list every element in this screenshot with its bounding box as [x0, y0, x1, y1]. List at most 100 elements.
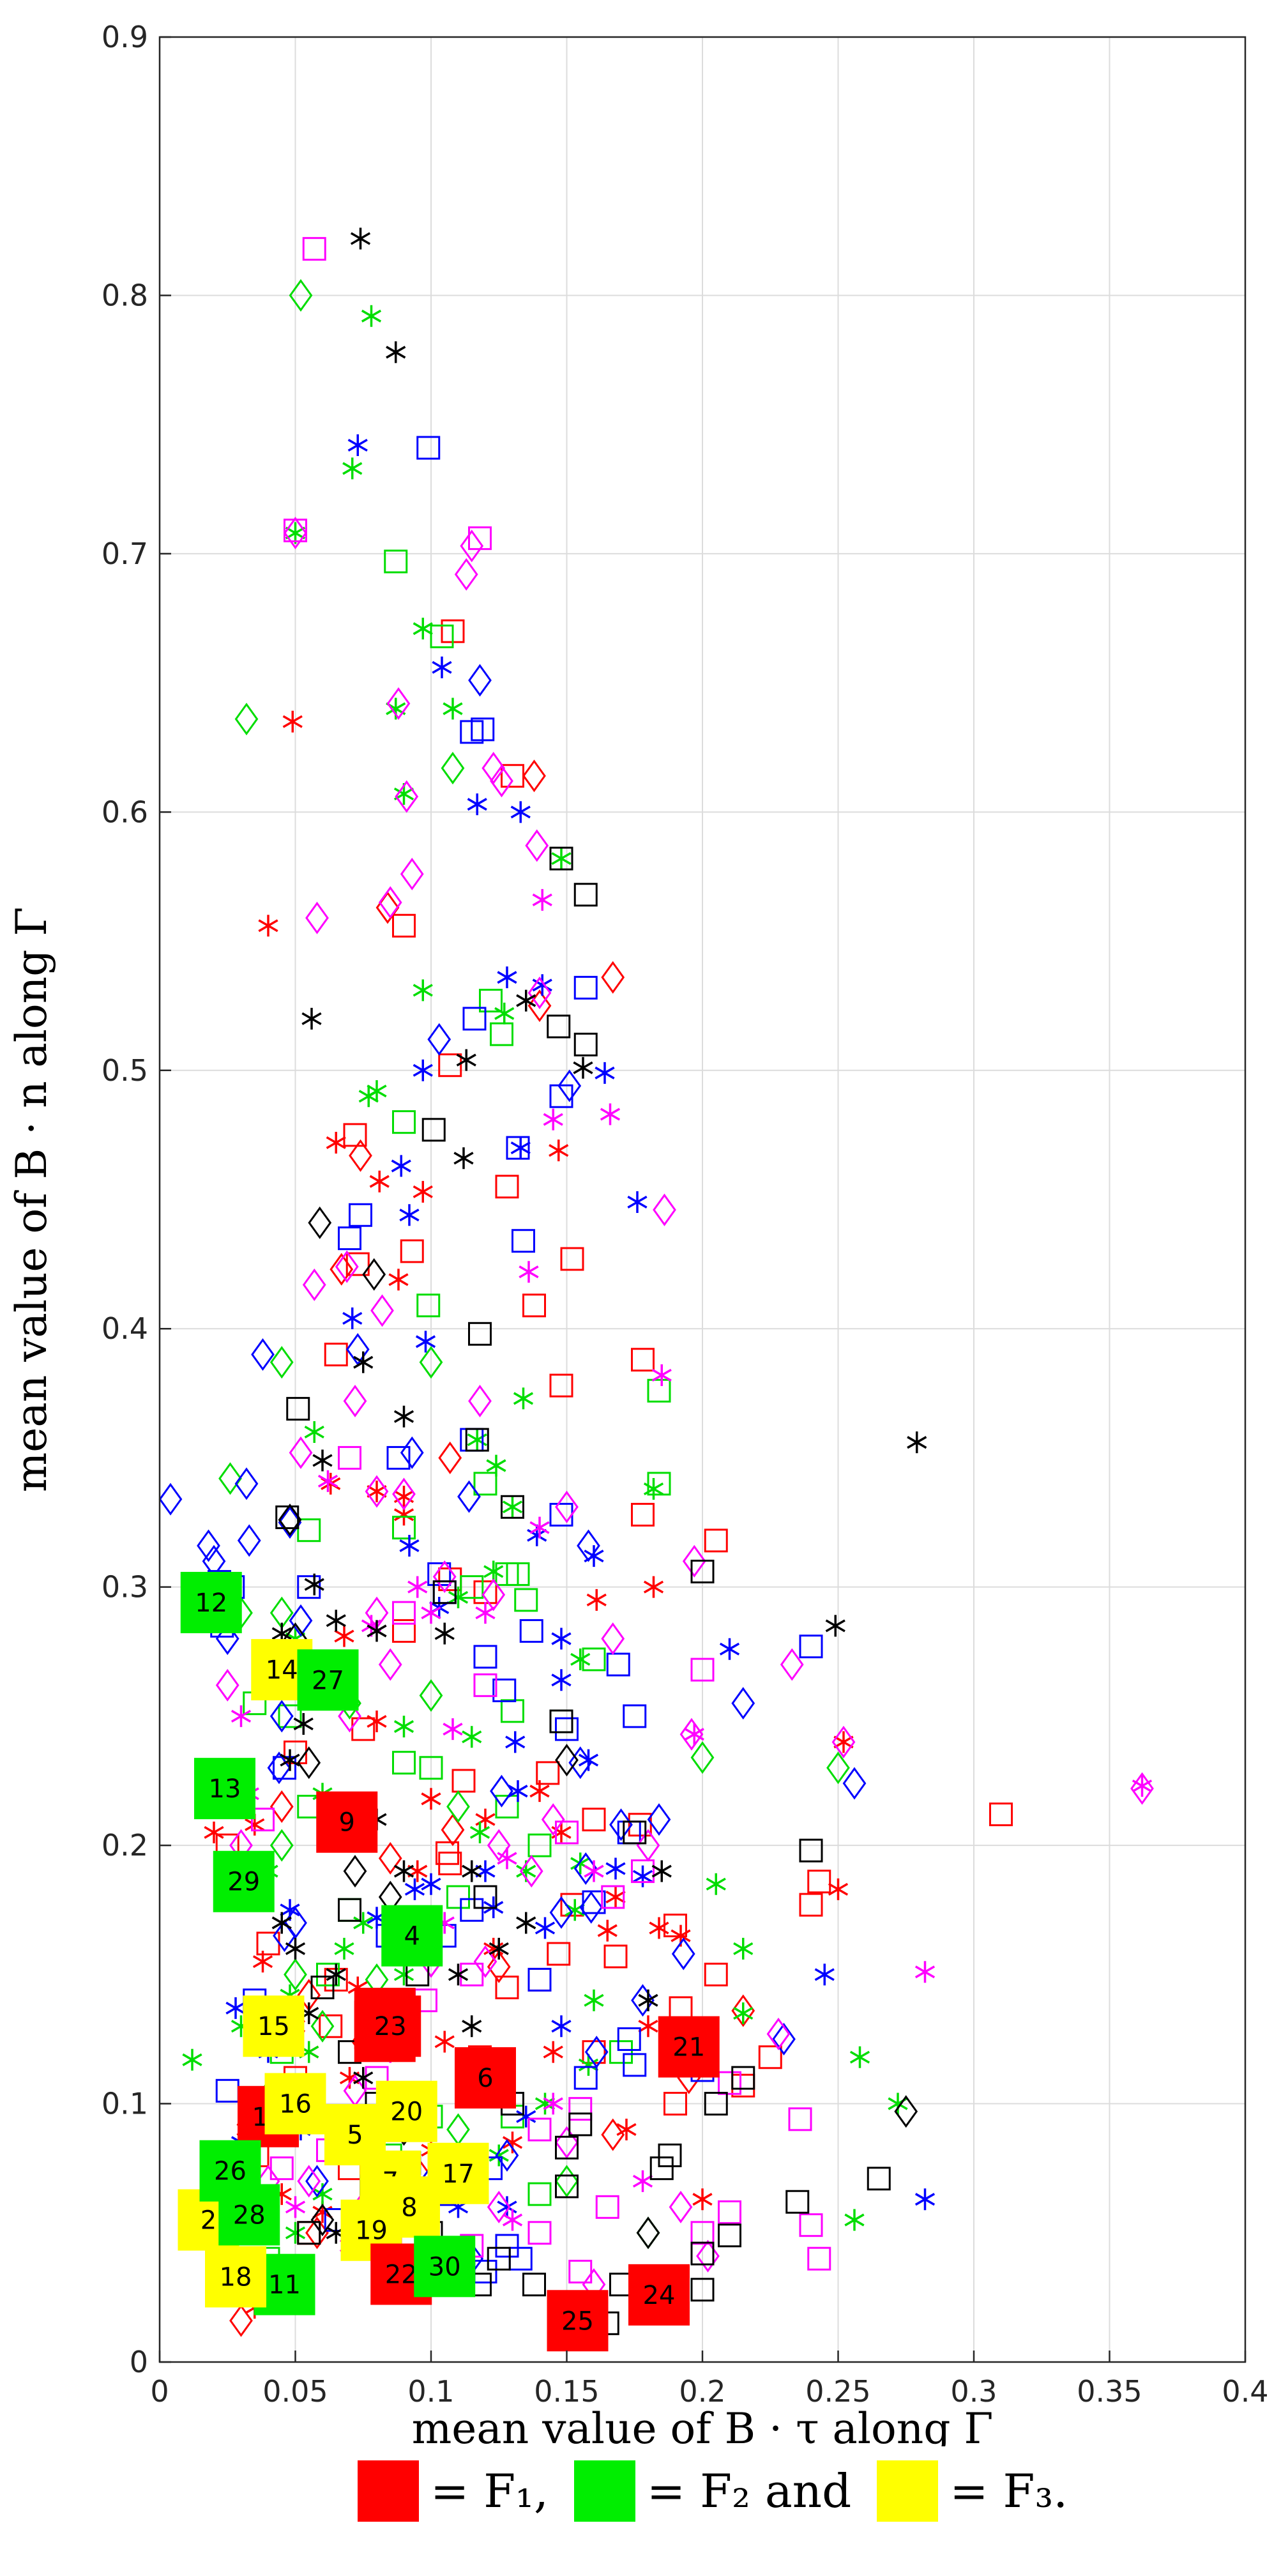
red-diamond-marker	[229, 2304, 253, 2337]
green-square-marker	[460, 1575, 484, 1599]
blue-square-marker	[338, 1226, 361, 1251]
red-star-marker	[326, 1132, 346, 1154]
red-square-marker	[400, 1239, 424, 1263]
chart-canvas: 1234567891011121314151617181920212223242…	[7, 20, 1269, 2453]
blue-square-marker	[573, 2066, 598, 2090]
red-star-marker	[258, 915, 278, 937]
legend-label-f1: = F₁,	[430, 2464, 549, 2518]
blue-diamond-marker	[631, 1984, 655, 2017]
blue-diamond-marker	[457, 1480, 481, 1513]
highlight-square-9	[316, 1791, 378, 1853]
blue-diamond-marker	[289, 1604, 313, 1637]
green-star-marker	[443, 697, 463, 720]
blue-square-marker	[495, 2234, 519, 2258]
highlight-square-28	[218, 2184, 280, 2246]
green-star-marker	[551, 848, 572, 870]
y-tick-label: 0.3	[102, 1570, 148, 1604]
blue-square-marker	[573, 975, 598, 1000]
magenta-diamond-marker	[335, 1250, 359, 1283]
magenta-square-marker	[718, 2200, 741, 2224]
black-star-marker	[638, 1989, 658, 2011]
black-square-marker	[432, 1580, 457, 1604]
highlight-label-12: 12	[195, 1589, 227, 1618]
black-square-marker	[649, 2156, 674, 2181]
highlight-label-5: 5	[347, 2121, 363, 2150]
highlight-label-22: 22	[385, 2260, 418, 2289]
red-square-marker	[547, 1942, 571, 1966]
magenta-square-marker	[269, 2156, 294, 2181]
legend-label-f3: = F₃.	[950, 2464, 1068, 2518]
magenta-diamond-marker	[487, 1829, 511, 1862]
magenta-square-marker	[690, 1658, 715, 1682]
black-star-marker	[448, 1963, 469, 1986]
black-square-marker	[338, 1898, 361, 1922]
green-star-marker	[578, 2054, 599, 2076]
red-diamond-marker	[601, 2118, 625, 2151]
green-diamond-marker	[289, 278, 313, 312]
green-star-marker	[334, 1937, 354, 1960]
blue-star-marker	[508, 1780, 528, 1802]
black-star-marker	[350, 227, 371, 250]
y-tick-label: 0	[130, 2345, 148, 2379]
highlight-square-13	[194, 1758, 255, 1820]
green-diamond-marker	[419, 1346, 443, 1379]
blue-diamond-marker	[237, 1524, 261, 1557]
blue-diamond-marker	[251, 1338, 275, 1371]
legend-label-f2: = F₂ and	[646, 2464, 852, 2518]
magenta-diamond-marker	[432, 1560, 457, 1594]
red-star-marker	[638, 2015, 658, 2038]
red-diamond-marker	[305, 2216, 329, 2250]
blue-square-marker	[473, 1645, 497, 1669]
magenta-diamond-marker	[468, 1384, 492, 1417]
red-square-marker	[663, 2092, 687, 2116]
magenta-diamond-marker	[378, 886, 402, 919]
black-square-marker	[799, 1838, 823, 1863]
blue-star-marker	[225, 1997, 246, 2019]
red-square-marker	[438, 1053, 462, 1078]
red-square-marker	[501, 764, 524, 788]
red-star-marker	[643, 1576, 664, 1598]
red-diamond-marker	[349, 1139, 372, 1172]
green-square-marker	[416, 1293, 441, 1318]
red-star-marker	[334, 1625, 354, 1647]
magenta-star-marker	[475, 1602, 496, 1624]
magenta-diamond-marker	[679, 1718, 704, 1751]
highlight-square-30	[414, 2236, 476, 2298]
black-square-marker	[549, 1709, 573, 1734]
y-tick-label: 0.4	[102, 1311, 148, 1346]
black-star-marker	[434, 1622, 455, 1645]
blue-square-marker	[623, 1704, 647, 1728]
green-diamond-marker	[284, 1958, 307, 1991]
black-square-marker	[522, 2273, 546, 2297]
blue-star-marker	[534, 1917, 556, 1939]
green-square-marker	[647, 1378, 671, 1403]
black-square-marker	[704, 2092, 728, 2116]
magenta-square-marker	[338, 1445, 361, 1470]
blue-diamond-marker	[772, 2022, 796, 2055]
red-diamond-marker	[487, 1950, 511, 1983]
black-square-marker	[501, 1495, 524, 1519]
green-diamond-marker	[269, 1346, 294, 1379]
blue-star-marker	[814, 1963, 835, 1986]
magenta-diamond-marker	[669, 2190, 693, 2223]
black-star-marker	[516, 989, 536, 1012]
x-tick-label: 0.35	[1077, 2374, 1142, 2409]
x-tick-label: 0.2	[679, 2374, 725, 2409]
green-diamond-marker	[441, 752, 465, 785]
black-square-marker	[718, 2223, 741, 2248]
magenta-diamond-marker	[386, 687, 411, 720]
red-square-marker	[319, 2014, 343, 2038]
green-star-marker	[448, 1586, 469, 1608]
x-axis-label: mean value of B · τ along Γ	[412, 2404, 994, 2446]
black-diamond-marker	[362, 1258, 386, 1291]
highlight-square-24	[628, 2264, 690, 2326]
magenta-diamond-marker	[365, 1475, 389, 1508]
magenta-square-marker	[555, 1820, 579, 1845]
blue-star-marker	[415, 1330, 436, 1353]
red-diamond-marker	[330, 1253, 354, 1286]
black-star-marker	[301, 1007, 322, 1030]
green-star-marker	[844, 2209, 865, 2231]
red-star-marker	[388, 1269, 409, 1291]
legend-swatch-f1	[358, 2460, 419, 2522]
magenta-diamond-marker	[780, 1648, 804, 1681]
